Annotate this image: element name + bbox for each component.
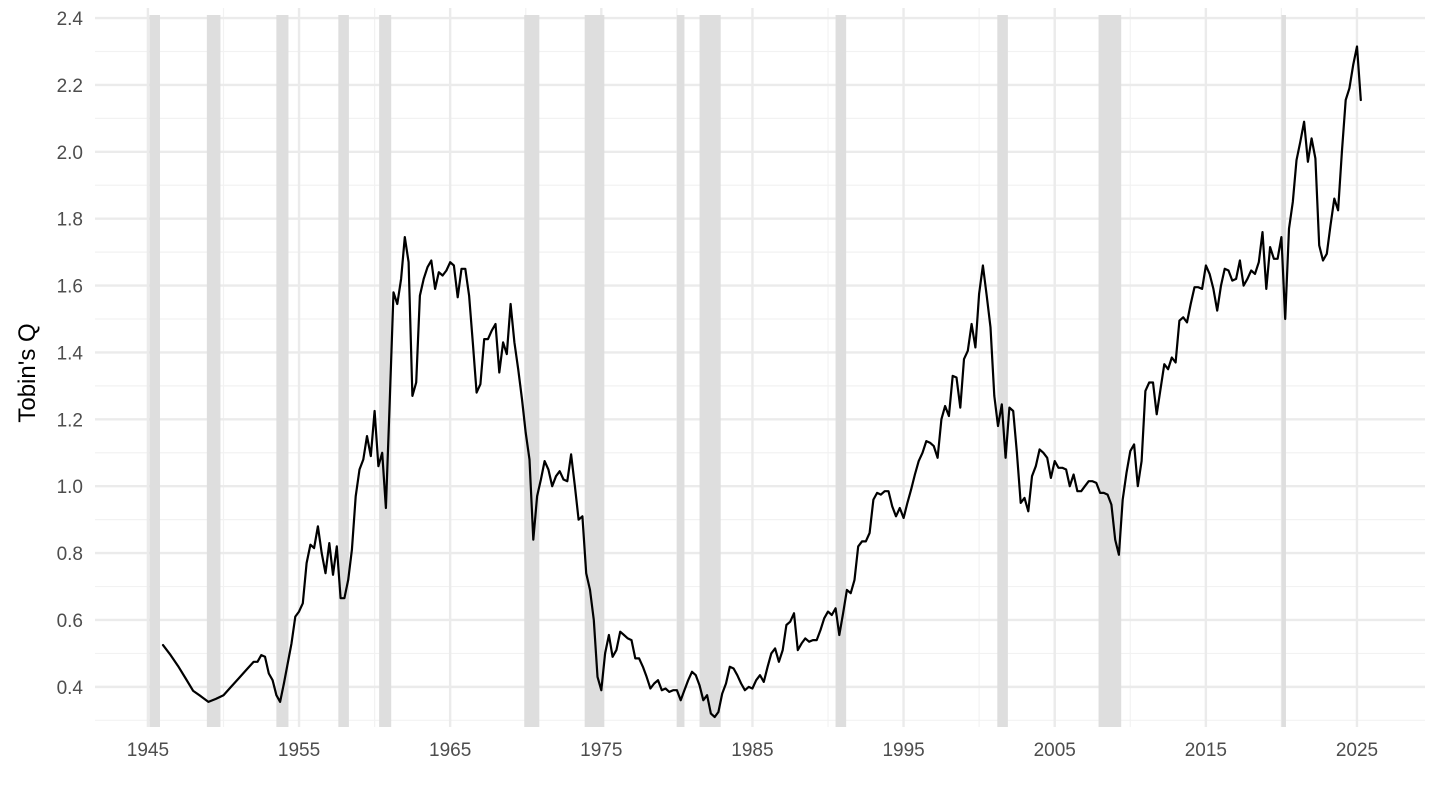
y-tick-label: 2.0 bbox=[57, 143, 83, 164]
y-tick-label: 1.0 bbox=[57, 477, 83, 498]
y-tick-label: 1.4 bbox=[57, 343, 84, 364]
y-tick-label: 0.4 bbox=[57, 678, 84, 699]
x-tick-label: 2025 bbox=[1336, 740, 1378, 761]
recession-band bbox=[1281, 15, 1286, 727]
y-tick-label: 0.6 bbox=[57, 611, 83, 632]
recession-band bbox=[276, 15, 289, 727]
recession-band bbox=[584, 15, 605, 727]
y-axis-title: Tobin's Q bbox=[14, 323, 41, 422]
recession-band bbox=[699, 15, 721, 727]
x-tick-label: 1955 bbox=[278, 740, 320, 761]
y-tick-label: 2.2 bbox=[57, 76, 83, 97]
y-tick-label: 2.4 bbox=[57, 9, 84, 30]
minor-gridlines bbox=[95, 8, 1425, 727]
series-lines bbox=[161, 45, 1362, 719]
x-tick-label: 1965 bbox=[429, 740, 471, 761]
y-tick-label: 1.8 bbox=[57, 210, 83, 231]
x-tick-label: 1945 bbox=[127, 740, 169, 761]
y-tick-label: 1.6 bbox=[57, 277, 83, 298]
recession-band bbox=[524, 15, 540, 727]
x-axis-tick-labels: 1945 1955 1965 1975 1985 1995 2005 2015 2025 bbox=[127, 740, 1378, 761]
x-tick-label: 1985 bbox=[731, 740, 773, 761]
recession-band bbox=[206, 15, 221, 727]
y-axis-tick-labels: 0.4 0.6 0.8 1.0 1.2 1.4 1.6 1.8 2.0 2.2 2.4 bbox=[57, 9, 84, 699]
recession-band bbox=[149, 15, 160, 727]
recession-band bbox=[676, 15, 685, 727]
x-tick-label: 1995 bbox=[882, 740, 924, 761]
recession-band bbox=[1098, 15, 1122, 727]
x-tick-label: 2005 bbox=[1034, 740, 1076, 761]
recession-band bbox=[338, 15, 349, 727]
x-tick-label: 1975 bbox=[580, 740, 622, 761]
recession-band bbox=[835, 15, 847, 727]
tobins-q-series-line bbox=[161, 45, 1362, 719]
y-tick-label: 1.2 bbox=[57, 410, 83, 431]
recession-bands bbox=[149, 15, 1286, 727]
recession-band bbox=[379, 15, 392, 727]
y-tick-label: 0.8 bbox=[57, 544, 83, 565]
x-tick-label: 2015 bbox=[1185, 740, 1227, 761]
recession-band bbox=[997, 15, 1008, 727]
